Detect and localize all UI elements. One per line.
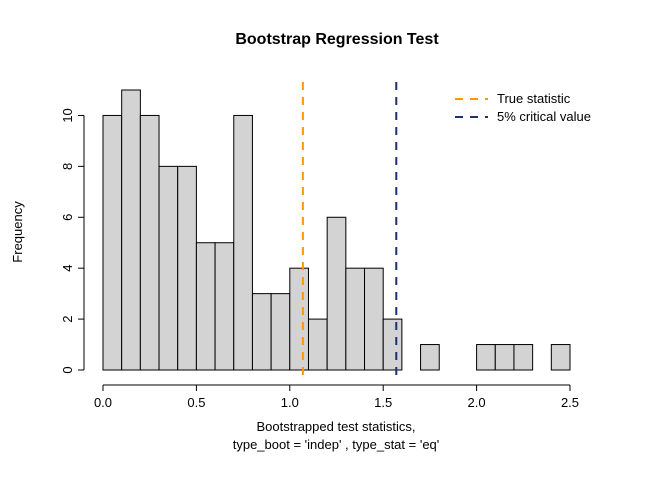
histogram-bar [420,344,440,371]
histogram-bar [550,344,571,371]
histogram-bar [139,114,160,371]
histogram-bar [289,267,309,371]
x-tick-label: 2.5 [561,395,579,410]
axes: 0.0 0.5 1.0 1.5 2.0 2.5 0 2 4 6 8 10 [60,108,579,410]
histogram-bar [494,344,515,371]
histogram-bar [307,318,328,371]
y-tick-label: 2 [60,315,75,322]
histogram-bar [214,242,235,371]
histogram-bar [195,242,216,371]
x-tick-label: 1.0 [281,395,299,410]
x-tick-label: 1.5 [374,395,392,410]
histogram-bars [102,89,571,371]
reference-lines [301,82,398,376]
histogram-bar [177,165,197,371]
x-tick-label: 0.5 [187,395,205,410]
y-tick-label: 10 [60,108,75,122]
histogram-bar [326,216,347,371]
histogram-bar [513,344,534,371]
histogram-bar [233,114,253,371]
histogram-bar [270,293,291,371]
x-axis-title-line2: type_boot = 'indep' , type_stat = 'eq' [233,437,440,452]
histogram-bar [382,318,403,371]
histogram-bar [102,114,123,371]
histogram-bar [476,344,496,371]
legend: True statistic 5% critical value [455,91,591,124]
y-axis-title: Frequency [10,201,25,263]
x-tick-label: 0.0 [94,395,112,410]
x-tick-label: 2.0 [468,395,486,410]
histogram-bar [121,89,141,371]
x-axis-title-line1: Bootstrapped test statistics, [257,419,416,434]
histogram-bar [251,293,272,371]
chart-title: Bootstrap Regression Test [235,31,439,48]
histogram-bar [345,267,366,371]
y-tick-label: 8 [60,163,75,170]
legend-label-critical-value: 5% critical value [497,109,591,124]
legend-label-true-statistic: True statistic [497,91,571,106]
y-tick-label: 0 [60,366,75,373]
histogram-bar [158,165,179,371]
y-tick-label: 6 [60,214,75,221]
y-tick-label: 4 [60,265,75,272]
histogram-bar [364,267,384,371]
